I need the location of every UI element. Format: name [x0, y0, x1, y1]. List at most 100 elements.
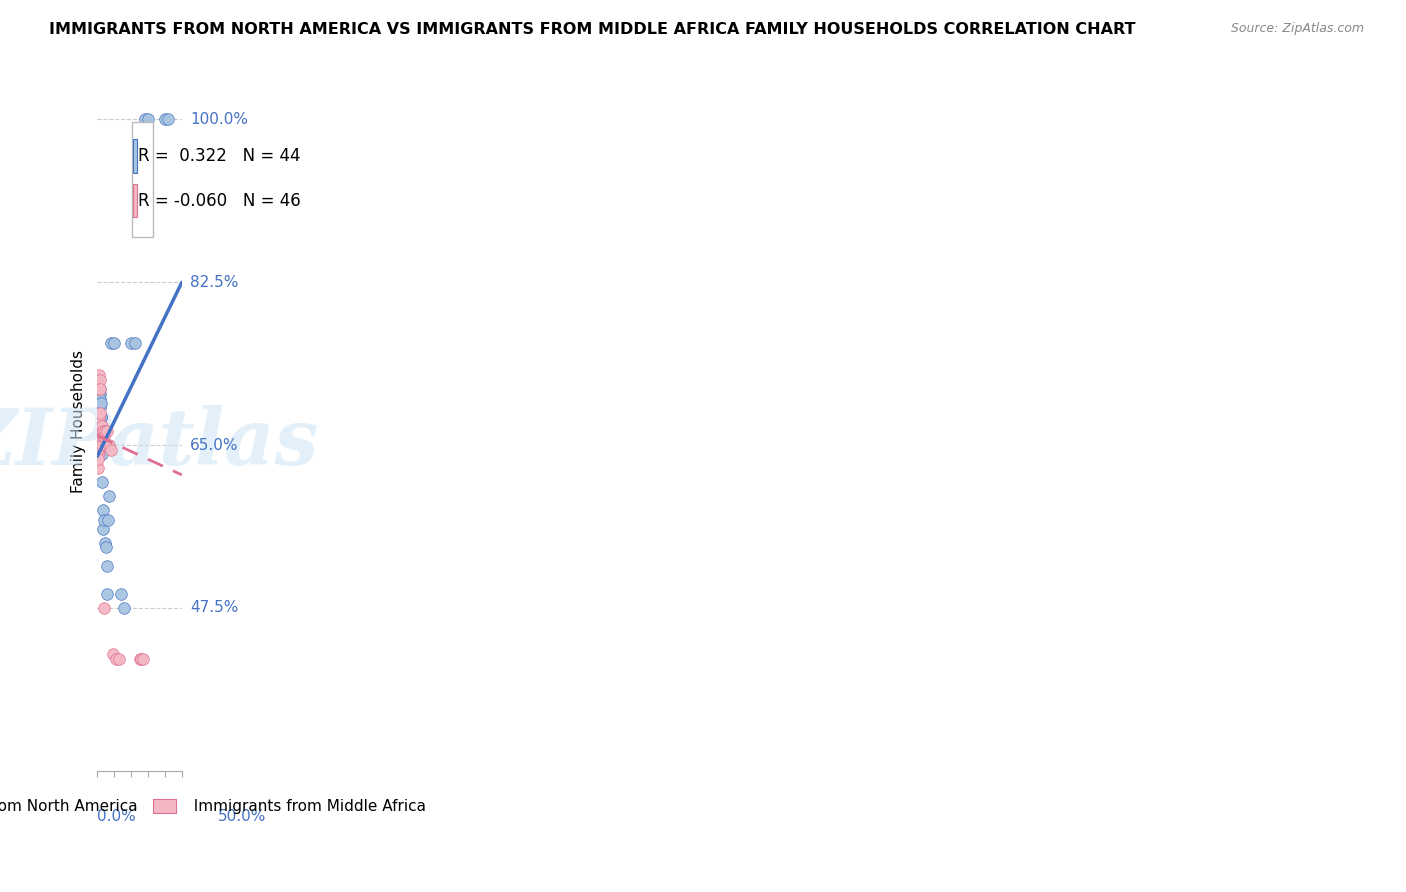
Text: 65.0%: 65.0%	[190, 438, 239, 452]
FancyBboxPatch shape	[132, 122, 153, 237]
Point	[87, 447, 110, 461]
Point	[87, 438, 110, 452]
Point	[90, 429, 112, 443]
Point	[89, 410, 111, 425]
Point	[90, 410, 112, 425]
Point	[87, 438, 110, 452]
Point	[91, 438, 114, 452]
Point	[86, 438, 108, 452]
Text: IMMIGRANTS FROM NORTH AMERICA VS IMMIGRANTS FROM MIDDLE AFRICA FAMILY HOUSEHOLDS: IMMIGRANTS FROM NORTH AMERICA VS IMMIGRA…	[49, 22, 1136, 37]
Point	[112, 601, 135, 615]
Text: R = -0.060   N = 46: R = -0.060 N = 46	[138, 192, 301, 210]
Point	[87, 429, 110, 443]
Point	[96, 424, 118, 438]
Point	[96, 587, 118, 601]
Point	[132, 652, 155, 666]
Bar	[134, 184, 136, 218]
Point	[96, 559, 118, 574]
Point	[87, 434, 110, 448]
Point	[128, 652, 150, 666]
Point	[94, 535, 117, 549]
Point	[89, 410, 111, 425]
Point	[89, 373, 111, 387]
Point	[87, 452, 110, 467]
Point	[91, 475, 114, 490]
Point	[94, 541, 117, 555]
Point	[87, 438, 110, 452]
Point	[87, 461, 110, 475]
Text: Source: ZipAtlas.com: Source: ZipAtlas.com	[1230, 22, 1364, 36]
Point	[87, 368, 110, 383]
Point	[101, 648, 124, 662]
Point	[87, 442, 110, 457]
Point	[94, 438, 117, 452]
Point	[87, 424, 110, 438]
Point	[90, 424, 112, 438]
Point	[94, 424, 117, 438]
Point	[90, 410, 112, 425]
Text: 47.5%: 47.5%	[190, 600, 239, 615]
Point	[89, 424, 111, 438]
Point	[98, 489, 121, 503]
Point	[110, 587, 132, 601]
Point	[87, 429, 110, 443]
Point	[91, 424, 114, 438]
Point	[89, 382, 111, 396]
Point	[108, 652, 131, 666]
Point	[124, 335, 146, 350]
Text: 100.0%: 100.0%	[190, 112, 249, 127]
Point	[87, 447, 110, 461]
Point	[91, 503, 114, 517]
Text: ZIPatlas: ZIPatlas	[0, 405, 319, 481]
Point	[87, 424, 110, 438]
Point	[89, 405, 111, 419]
Point	[87, 434, 110, 448]
Legend:   Immigrants from North America,   Immigrants from Middle Africa: Immigrants from North America, Immigrant…	[0, 793, 432, 821]
Point	[89, 396, 111, 410]
Text: 82.5%: 82.5%	[190, 275, 239, 290]
Point	[89, 387, 111, 401]
Point	[90, 447, 112, 461]
Point	[134, 112, 156, 127]
Point	[87, 429, 110, 443]
Point	[86, 429, 108, 443]
Text: 50.0%: 50.0%	[218, 809, 266, 824]
Point	[87, 438, 110, 452]
Point	[93, 512, 115, 526]
Point	[87, 373, 110, 387]
Point	[87, 447, 110, 461]
Point	[87, 442, 110, 457]
Point	[91, 429, 114, 443]
Point	[90, 410, 112, 425]
Point	[89, 382, 111, 396]
Point	[153, 112, 176, 127]
Point	[90, 424, 112, 438]
Point	[129, 652, 152, 666]
Point	[93, 601, 115, 615]
Point	[104, 652, 127, 666]
Point	[86, 442, 108, 457]
Point	[89, 401, 111, 415]
Point	[87, 442, 110, 457]
Point	[103, 335, 125, 350]
Point	[100, 335, 122, 350]
Text: 0.0%: 0.0%	[97, 809, 136, 824]
Point	[98, 438, 121, 452]
Point	[93, 429, 115, 443]
Point	[87, 447, 110, 461]
Point	[86, 429, 108, 443]
Text: R =  0.322   N = 44: R = 0.322 N = 44	[138, 147, 299, 165]
Point	[157, 112, 180, 127]
Point	[87, 438, 110, 452]
Point	[100, 442, 122, 457]
Point	[89, 410, 111, 425]
Point	[89, 392, 111, 406]
Point	[90, 434, 112, 448]
Point	[87, 429, 110, 443]
Point	[90, 396, 112, 410]
Point	[91, 522, 114, 536]
Point	[136, 112, 159, 127]
Point	[97, 512, 120, 526]
Bar	[134, 139, 136, 173]
Point	[91, 419, 114, 434]
